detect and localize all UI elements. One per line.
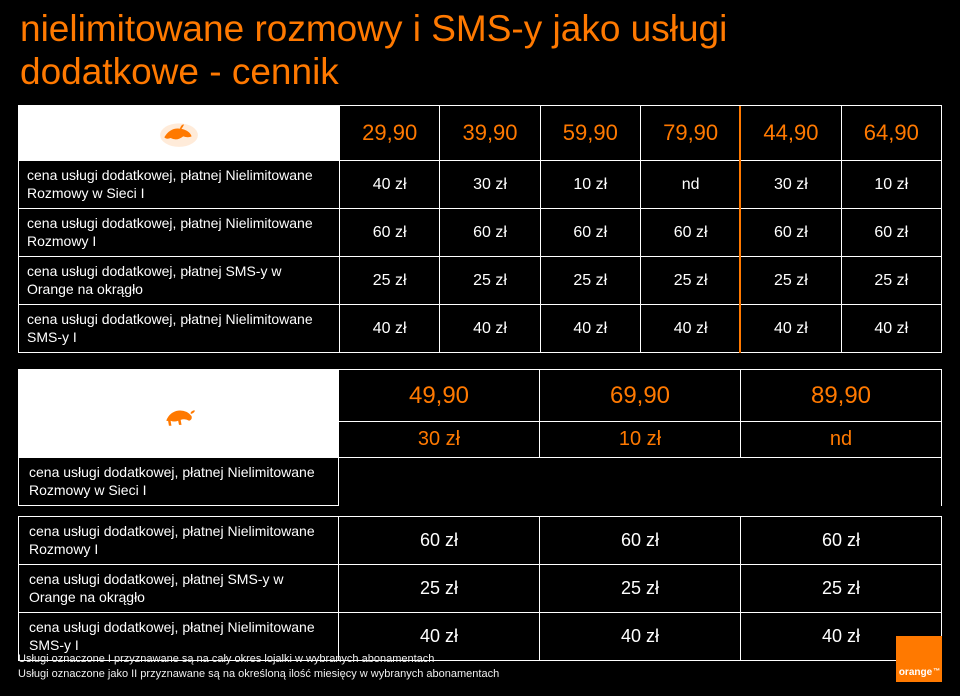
t2-row0-label: cena usługi dodatkowej, płatnej Nielimit… xyxy=(19,458,339,506)
t2-r3c1: 40 zł xyxy=(540,613,741,661)
t2-r2c2: 25 zł xyxy=(741,565,942,613)
t2-r1c0: 60 zł xyxy=(339,517,540,565)
panther-icon xyxy=(158,393,200,435)
table1-icon-cell xyxy=(19,106,340,161)
table2-icon-cell xyxy=(19,370,339,458)
t1-price-4: 44,90 xyxy=(741,106,841,161)
t1-r1c4: 60 zł xyxy=(741,209,841,257)
t2-r2c0: 25 zł xyxy=(339,565,540,613)
t1-price-3: 79,90 xyxy=(640,106,740,161)
t2-row2-label: cena usługi dodatkowej, płatnej SMS-y w … xyxy=(19,565,339,613)
table-row: cena usługi dodatkowej, płatnej Nielimit… xyxy=(19,161,942,209)
trademark-icon: ™ xyxy=(933,668,940,675)
title-line2: dodatkowe - cennik xyxy=(20,51,940,94)
t1-r0c3: nd xyxy=(640,161,740,209)
t1-row3-label: cena usługi dodatkowej, płatnej Nielimit… xyxy=(19,305,340,353)
t1-r1c0: 60 zł xyxy=(340,209,440,257)
table-row: cena usługi dodatkowej, płatnej SMS-y w … xyxy=(19,565,942,613)
t2-r1c2: 60 zł xyxy=(741,517,942,565)
t1-r3c4: 40 zł xyxy=(741,305,841,353)
t2-price-0: 49,90 xyxy=(339,370,540,422)
t1-row2-label: cena usługi dodatkowej, płatnej SMS-y w … xyxy=(19,257,340,305)
table-row: cena usługi dodatkowej, płatnej Nielimit… xyxy=(19,209,942,257)
t2-row1-label: cena usługi dodatkowej, płatnej Nielimit… xyxy=(19,517,339,565)
table-row: cena usługi dodatkowej, płatnej SMS-y w … xyxy=(19,257,942,305)
t2-r0c1: 10 zł xyxy=(540,422,741,458)
table-row: cena usługi dodatkowej, płatnej Nielimit… xyxy=(19,305,942,353)
t1-r3c0: 40 zł xyxy=(340,305,440,353)
t1-r2c0: 25 zł xyxy=(340,257,440,305)
t2-r1c1: 60 zł xyxy=(540,517,741,565)
table-row: cena usługi dodatkowej, płatnej Nielimit… xyxy=(19,517,942,565)
t1-r0c0: 40 zł xyxy=(340,161,440,209)
brand-name: orange xyxy=(899,667,932,678)
t2-price-2: 89,90 xyxy=(741,370,942,422)
t1-price-0: 29,90 xyxy=(340,106,440,161)
footnote-2: Usługi oznaczone jako II przyznawane są … xyxy=(18,667,499,682)
t1-r2c3: 25 zł xyxy=(640,257,740,305)
page-title: nielimitowane rozmowy i SMS-y jako usług… xyxy=(0,0,960,105)
pricing-table-2: 49,90 69,90 89,90 30 zł 10 zł nd cena us… xyxy=(0,353,960,661)
t1-r0c4: 30 zł xyxy=(741,161,841,209)
dolphin-icon xyxy=(158,112,200,154)
t1-r2c2: 25 zł xyxy=(540,257,640,305)
t1-r0c5: 10 zł xyxy=(841,161,941,209)
t1-r1c5: 60 zł xyxy=(841,209,941,257)
t1-price-5: 64,90 xyxy=(841,106,941,161)
t1-row0-label: cena usługi dodatkowej, płatnej Nielimit… xyxy=(19,161,340,209)
t1-r2c1: 25 zł xyxy=(440,257,540,305)
t1-r0c2: 10 zł xyxy=(540,161,640,209)
t1-r2c5: 25 zł xyxy=(841,257,941,305)
t2-r2c1: 25 zł xyxy=(540,565,741,613)
t1-price-2: 59,90 xyxy=(540,106,640,161)
t1-r2c4: 25 zł xyxy=(741,257,841,305)
t1-row1-label: cena usługi dodatkowej, płatnej Nielimit… xyxy=(19,209,340,257)
t2-r0c0: 30 zł xyxy=(339,422,540,458)
t1-r1c3: 60 zł xyxy=(640,209,740,257)
t1-r3c5: 40 zł xyxy=(841,305,941,353)
table-row: cena usługi dodatkowej, płatnej Nielimit… xyxy=(19,458,942,506)
t2-price-1: 69,90 xyxy=(540,370,741,422)
orange-logo: orange™ xyxy=(896,636,942,682)
t1-r3c2: 40 zł xyxy=(540,305,640,353)
t2-r0c2: nd xyxy=(741,422,942,458)
t1-r1c1: 60 zł xyxy=(440,209,540,257)
t1-r3c1: 40 zł xyxy=(440,305,540,353)
t1-price-1: 39,90 xyxy=(440,106,540,161)
footnote-1: Usługi oznaczone I przyznawane są na cał… xyxy=(18,652,499,667)
footnotes: Usługi oznaczone I przyznawane są na cał… xyxy=(18,652,499,682)
title-line1: nielimitowane rozmowy i SMS-y jako usług… xyxy=(20,8,940,51)
pricing-table-1: 29,90 39,90 59,90 79,90 44,90 64,90 cena… xyxy=(0,105,960,353)
t1-r3c3: 40 zł xyxy=(640,305,740,353)
t1-r1c2: 60 zł xyxy=(540,209,640,257)
t1-r0c1: 30 zł xyxy=(440,161,540,209)
